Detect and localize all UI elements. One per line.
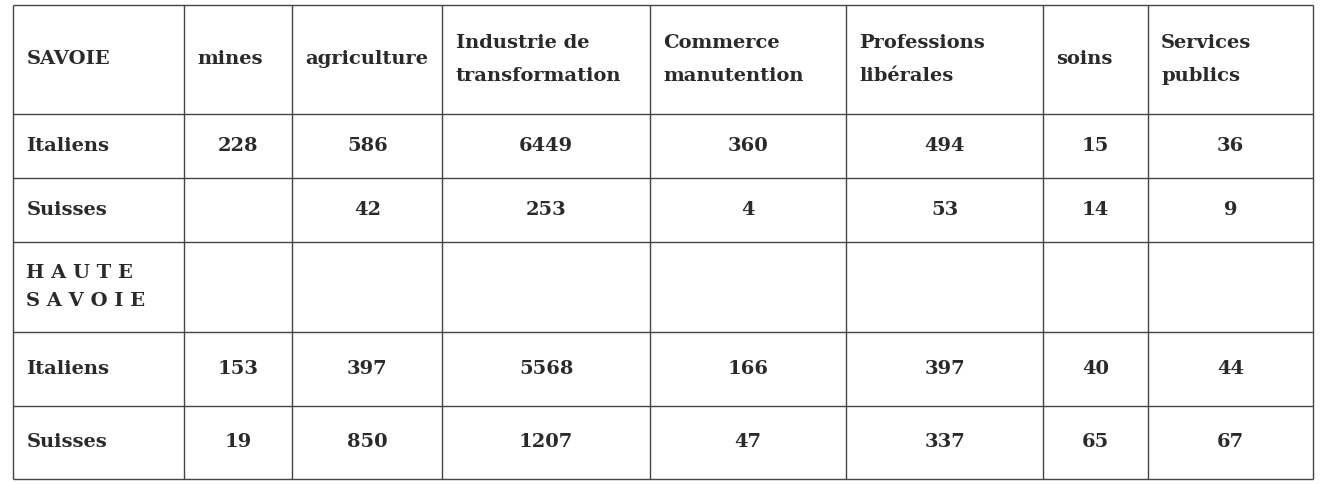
Text: 1207: 1207: [519, 433, 573, 452]
Text: libérales: libérales: [859, 67, 954, 85]
Text: Professions: Professions: [859, 33, 985, 52]
Text: 5568: 5568: [519, 360, 573, 378]
Text: 44: 44: [1217, 360, 1245, 378]
Text: 19: 19: [224, 433, 252, 452]
Text: 166: 166: [727, 360, 768, 378]
Text: 397: 397: [924, 360, 965, 378]
Text: agriculture: agriculture: [305, 50, 429, 68]
Text: Commerce: Commerce: [663, 33, 780, 52]
Text: soins: soins: [1056, 50, 1113, 68]
Text: 40: 40: [1082, 360, 1109, 378]
Text: Suisses: Suisses: [26, 433, 107, 452]
Text: Italiens: Italiens: [26, 137, 110, 155]
Text: 42: 42: [354, 201, 381, 219]
Text: 397: 397: [347, 360, 388, 378]
Text: 9: 9: [1224, 201, 1237, 219]
Text: 36: 36: [1217, 137, 1245, 155]
Text: transformation: transformation: [455, 67, 622, 85]
Text: mines: mines: [198, 50, 263, 68]
Text: 153: 153: [218, 360, 259, 378]
Text: 67: 67: [1217, 433, 1245, 452]
Text: S A V O I E: S A V O I E: [26, 292, 145, 310]
Text: 14: 14: [1081, 201, 1109, 219]
Text: H A U T E: H A U T E: [26, 264, 133, 282]
Text: 228: 228: [218, 137, 259, 155]
Text: Industrie de: Industrie de: [455, 33, 589, 52]
Text: 586: 586: [347, 137, 388, 155]
Text: 253: 253: [525, 201, 566, 219]
Text: SAVOIE: SAVOIE: [26, 50, 110, 68]
Text: 850: 850: [347, 433, 388, 452]
Text: 15: 15: [1081, 137, 1109, 155]
Text: 4: 4: [742, 201, 755, 219]
Text: Italiens: Italiens: [26, 360, 110, 378]
Text: 337: 337: [924, 433, 965, 452]
Text: 47: 47: [735, 433, 762, 452]
Text: Services: Services: [1162, 33, 1251, 52]
Text: manutention: manutention: [663, 67, 804, 85]
Text: Suisses: Suisses: [26, 201, 107, 219]
Text: 65: 65: [1081, 433, 1109, 452]
Text: 494: 494: [924, 137, 965, 155]
Text: 6449: 6449: [519, 137, 573, 155]
Text: 53: 53: [931, 201, 958, 219]
Text: 360: 360: [727, 137, 768, 155]
Text: publics: publics: [1162, 67, 1239, 85]
